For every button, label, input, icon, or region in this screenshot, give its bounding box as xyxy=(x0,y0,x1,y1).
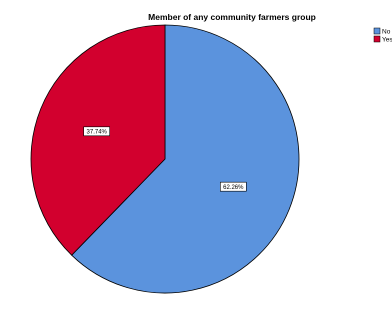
slice-label-no: 62.26% xyxy=(220,181,247,192)
legend-label: Yes xyxy=(382,37,392,44)
pie-slice-yes xyxy=(30,24,166,256)
pie-slice-no xyxy=(71,24,300,294)
chart-title: Member of any community farmers group xyxy=(148,12,316,22)
slice-label-text: 37.74% xyxy=(87,130,108,136)
slice-label-text: 62.26% xyxy=(223,185,244,191)
pie-slices xyxy=(30,24,300,294)
legend-item-no: No xyxy=(373,27,391,36)
legend-label: No xyxy=(382,29,391,36)
slice-labels: 62.26% 37.74% xyxy=(83,126,247,192)
legend-swatch xyxy=(373,35,381,43)
slice-label-yes: 37.74% xyxy=(83,126,110,137)
legend-item-yes: Yes xyxy=(373,35,392,44)
legend-swatch xyxy=(373,27,381,35)
